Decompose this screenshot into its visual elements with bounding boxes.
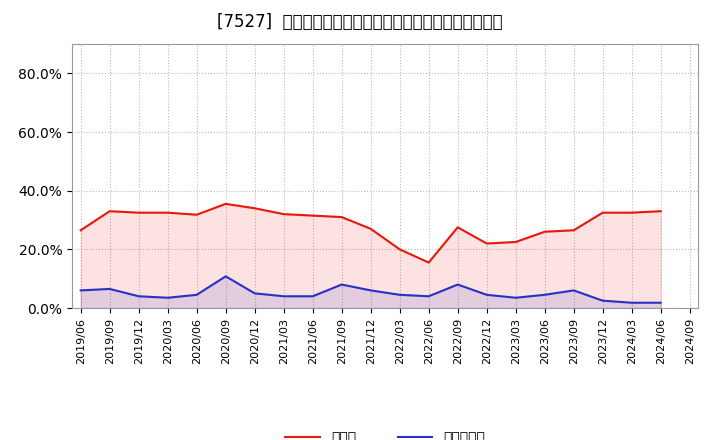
有利子負債 — [570, 288, 578, 293]
現頲金 — [251, 205, 259, 211]
現頲金 — [657, 209, 665, 214]
有利子負債 — [338, 282, 346, 287]
Line: 現頲金: 現頲金 — [81, 204, 661, 263]
現頲金 — [76, 227, 85, 233]
Line: 有利子負債: 有利子負債 — [81, 276, 661, 303]
現頲金 — [511, 239, 520, 245]
現頲金 — [308, 213, 317, 218]
Legend: 現頲金, 有利子負債: 現頲金, 有利子負債 — [279, 426, 491, 440]
現頲金 — [338, 214, 346, 220]
現頲金 — [395, 247, 404, 252]
有利子負債 — [598, 298, 607, 303]
有利子負債 — [657, 300, 665, 305]
有利子負債 — [192, 292, 201, 297]
現頲金 — [163, 210, 172, 215]
現頲金 — [454, 225, 462, 230]
有利子負債 — [454, 282, 462, 287]
有利子負債 — [424, 293, 433, 299]
有利子負債 — [135, 293, 143, 299]
有利子負債 — [76, 288, 85, 293]
現頲金 — [541, 229, 549, 235]
現頲金 — [482, 241, 491, 246]
有利子負債 — [308, 293, 317, 299]
現頲金 — [135, 210, 143, 215]
有利子負債 — [627, 300, 636, 305]
有利子負債 — [366, 288, 375, 293]
現頲金 — [598, 210, 607, 215]
現頲金 — [627, 210, 636, 215]
有利子負債 — [511, 295, 520, 301]
Text: [7527]  現預金、有利子負債の総資産に対する比率の推移: [7527] 現預金、有利子負債の総資産に対する比率の推移 — [217, 13, 503, 31]
有利子負債 — [541, 292, 549, 297]
有利子負債 — [482, 292, 491, 297]
有利子負債 — [163, 295, 172, 301]
有利子負債 — [395, 292, 404, 297]
現頲金 — [424, 260, 433, 265]
有利子負債 — [251, 291, 259, 296]
現頲金 — [105, 209, 114, 214]
現頲金 — [192, 212, 201, 217]
有利子負債 — [221, 274, 230, 279]
現頲金 — [570, 227, 578, 233]
現頲金 — [279, 212, 288, 217]
現頲金 — [221, 201, 230, 206]
有利子負債 — [279, 293, 288, 299]
現頲金 — [366, 226, 375, 231]
有利子負債 — [105, 286, 114, 292]
